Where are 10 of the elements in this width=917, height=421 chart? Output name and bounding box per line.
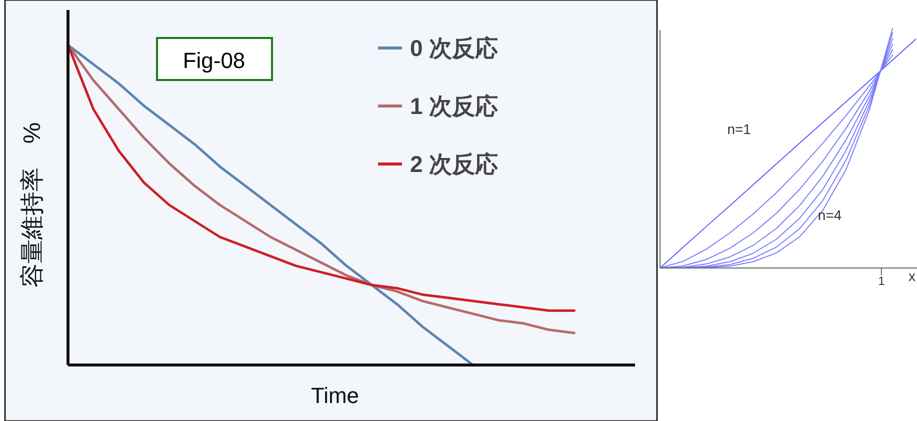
text: 1 (878, 274, 886, 288)
annotation: n=1 (727, 120, 752, 137)
x-axis-title: Time (310, 383, 360, 408)
x-axis-title: x (908, 268, 916, 284)
annotation: Fig-08 (182, 48, 246, 73)
legend-label: 2 次反応 (410, 151, 498, 177)
legend-label: 1 次反応 (410, 93, 498, 119)
y-axis-title: 容量維持率 % (19, 122, 46, 288)
annotation: n=4 (818, 207, 842, 224)
legend-label: 0 次反応 (410, 35, 498, 61)
